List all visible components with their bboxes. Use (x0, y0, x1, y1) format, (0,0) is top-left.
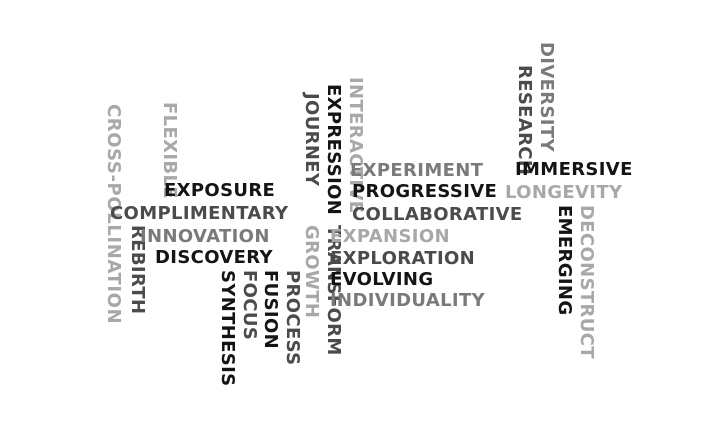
word-synthesis: SYNTHESIS (217, 270, 238, 387)
word-fusion: FUSION (260, 270, 281, 350)
word-progressive: PROGRESSIVE (352, 181, 498, 202)
word-evolving: EVOLVING (330, 269, 434, 290)
word-diversity: DIVERSITY (536, 42, 557, 152)
word-expansion: EXPANSION (330, 226, 450, 247)
word-discovery: DISCOVERY (155, 247, 273, 268)
word-emerging: EMERGING (554, 205, 575, 316)
word-innovation: INNOVATION (140, 226, 270, 247)
word-growth: GROWTH (301, 225, 322, 319)
word-deconstruct: DECONSTRUCT (576, 205, 597, 359)
word-longevity: LONGEVITY (505, 182, 623, 203)
word-complimentary: COMPLIMENTARY (110, 203, 289, 224)
word-experiment: EXPERIMENT (350, 160, 484, 181)
word-focus: FOCUS (239, 270, 260, 341)
word-journey: JOURNEY (301, 93, 322, 187)
word-process: PROCESS (282, 270, 303, 366)
word-exposure: EXPOSURE (164, 180, 276, 201)
word-immersive: IMMERSIVE (515, 159, 633, 180)
word-individuality: INDIVIDUALITY (330, 290, 485, 311)
word-exploration: EXPLORATION (330, 248, 476, 269)
word-collaborative: COLLABORATIVE (352, 204, 523, 225)
word-expression: EXPRESSION (323, 84, 344, 216)
